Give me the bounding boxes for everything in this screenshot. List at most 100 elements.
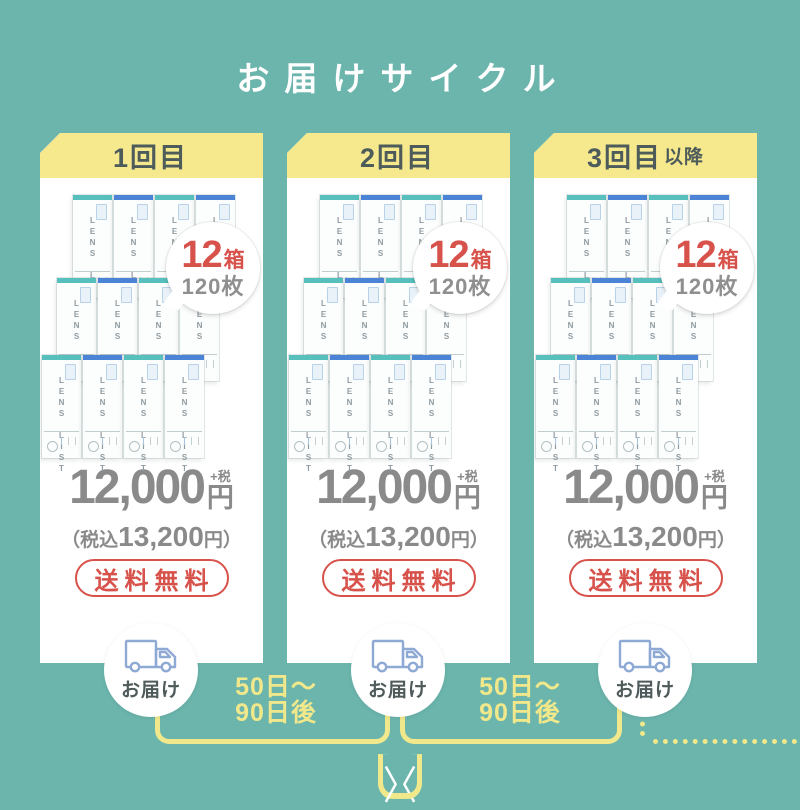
box-divider <box>332 431 367 432</box>
box-divider <box>661 431 696 432</box>
box-divider <box>75 271 110 272</box>
bottle-icon <box>65 364 76 380</box>
spec-mark <box>707 360 708 368</box>
spec-mark <box>603 437 604 445</box>
spec-mark <box>644 437 645 445</box>
lens-box-label: LENS LIST <box>386 376 395 475</box>
price: 12,000 +税 円 <box>40 464 263 512</box>
price-unit: +税 円 <box>701 470 728 512</box>
tax-included-price: （税込13,200円） <box>534 523 757 551</box>
lens-box-label: LENS LIST <box>72 299 81 398</box>
badge-count-line: 12 箱 <box>675 236 738 274</box>
bottle-icon <box>615 287 626 303</box>
spec-mark <box>109 437 110 445</box>
bottle-icon <box>106 364 117 380</box>
lens-diagram-icon <box>582 441 593 452</box>
box-color-strip <box>577 355 616 360</box>
price-amount: 12,000 <box>316 461 453 514</box>
box-color-strip <box>567 195 606 200</box>
lens-box-row: LENS LIST LENS LIST LENS LIST LENS LIST <box>42 355 204 475</box>
spec-mark <box>596 437 597 445</box>
lens-box-label: LENS LIST <box>551 376 560 475</box>
spec-mark <box>610 437 611 445</box>
bottle-icon <box>631 204 642 220</box>
lens-diagram-icon <box>47 441 58 452</box>
spec-mark <box>363 437 364 445</box>
bottle-icon <box>312 364 323 380</box>
card-header-suffix: 以降 <box>664 147 705 168</box>
lens-diagram-icon <box>376 441 387 452</box>
lens-box-label: LENS LIST <box>113 299 122 398</box>
box-divider <box>620 431 655 432</box>
lens-box: LENS LIST <box>577 355 616 475</box>
box-color-strip <box>155 195 194 200</box>
lens-box: LENS LIST <box>165 355 204 475</box>
box-divider <box>347 354 382 355</box>
delivery-circle-1: お届け <box>104 623 198 717</box>
bottle-icon <box>672 204 683 220</box>
lens-box-label: LENS LIST <box>689 299 698 398</box>
box-divider <box>594 354 629 355</box>
box-divider <box>322 271 357 272</box>
box-color-strip <box>386 278 425 283</box>
bottle-icon <box>559 364 570 380</box>
box-color-strip <box>139 278 178 283</box>
bottle-icon <box>147 364 158 380</box>
badge-count-unit: 箱 <box>717 248 739 272</box>
spec-mark <box>404 437 405 445</box>
box-color-strip <box>196 195 235 200</box>
delivery-label: お届け <box>120 680 181 701</box>
lens-box-label: LENS LIST <box>88 216 97 315</box>
box-color-strip <box>536 355 575 360</box>
lens-box: LENS LIST <box>371 355 410 475</box>
card-header: 1回目 <box>40 133 263 178</box>
interval-label: 50日〜 90日後 <box>214 674 338 727</box>
box-color-strip <box>320 195 359 200</box>
spec-mark <box>453 360 454 368</box>
plus-tax-label: +税 <box>457 469 478 484</box>
tax-included-amount: 13,200 <box>612 521 698 552</box>
lens-box-label: LENS LIST <box>427 376 436 475</box>
box-divider <box>306 354 341 355</box>
box-color-strip <box>98 278 137 283</box>
box-color-strip <box>371 355 410 360</box>
badge-count: 12 <box>675 233 716 276</box>
lens-diagram-icon <box>129 441 140 452</box>
box-color-strip <box>690 195 729 200</box>
box-divider <box>373 431 408 432</box>
truck-icon <box>124 639 177 673</box>
lens-box-label: LENS LIST <box>180 376 189 475</box>
cycle-title-text: お届けサイクル <box>236 60 571 97</box>
box-color-strip <box>361 195 400 200</box>
box-divider <box>167 431 202 432</box>
interval-line1: 50日〜 <box>479 673 561 701</box>
lens-box-label: LENS LIST <box>360 299 369 398</box>
bottle-icon <box>600 364 611 380</box>
lens-box-label: LENS LIST <box>582 216 591 315</box>
lens-box: LENS LIST <box>618 355 657 475</box>
bottle-icon <box>641 364 652 380</box>
spec-mark <box>61 437 62 445</box>
lens-diagram-icon <box>664 441 675 452</box>
spec-mark <box>143 437 144 445</box>
tax-included-suffix: 円） <box>203 530 242 551</box>
box-color-strip <box>633 278 672 283</box>
bottle-icon <box>327 287 338 303</box>
lens-box-row: LENS LIST LENS LIST LENS LIST LENS LIST <box>536 355 698 475</box>
lens-diagram-icon <box>335 441 346 452</box>
tax-included-amount: 13,200 <box>118 521 204 552</box>
price: 12,000 +税 円 <box>287 464 510 512</box>
box-divider <box>182 354 217 355</box>
lens-box-label: LENS LIST <box>319 299 328 398</box>
lens-box-label: LENS LIST <box>304 376 313 475</box>
yen-label: 円 <box>453 483 481 513</box>
box-color-strip <box>330 355 369 360</box>
bottle-icon <box>80 287 91 303</box>
badge-count-unit: 箱 <box>223 248 245 272</box>
spec-mark <box>562 437 563 445</box>
box-divider <box>538 431 573 432</box>
lens-box-label: LENS LIST <box>566 299 575 398</box>
spec-mark <box>637 437 638 445</box>
